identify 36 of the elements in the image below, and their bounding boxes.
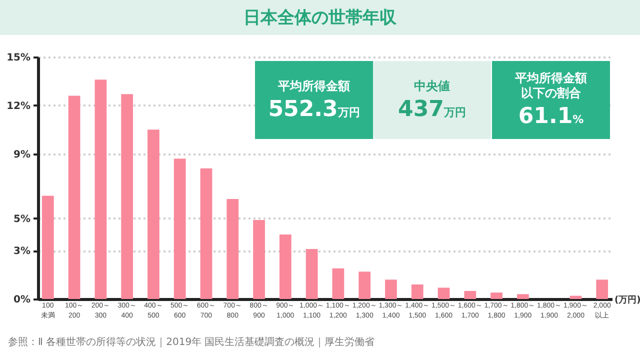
- y-tick-label: 5%: [14, 214, 30, 225]
- annotation: 中央値: [414, 78, 450, 94]
- bar: [68, 96, 80, 299]
- annotation: 平均所得金額以下の割合: [514, 71, 588, 101]
- bar: [148, 130, 160, 299]
- bar: [385, 280, 397, 299]
- bar: [596, 280, 608, 299]
- bar: [174, 158, 186, 299]
- bar: [438, 288, 450, 299]
- bar: [411, 284, 424, 299]
- bar: [226, 198, 239, 299]
- y-tick-label: 3%: [14, 246, 30, 258]
- bar: [332, 268, 344, 299]
- bar: [358, 272, 371, 299]
- bar: [42, 196, 54, 299]
- bar: [121, 94, 134, 299]
- bar: [516, 294, 529, 299]
- bar: [490, 292, 502, 299]
- bar: [94, 80, 107, 299]
- bar: [200, 168, 212, 299]
- y-tick-label: 9%: [14, 149, 30, 160]
- bar: [306, 248, 318, 299]
- y-tick-label: 0%: [14, 294, 30, 306]
- bar: [279, 234, 292, 299]
- annotation: 平均所得金額: [278, 78, 350, 94]
- bar: [464, 290, 476, 299]
- bar: [570, 296, 582, 299]
- y-tick-label: 12%: [6, 100, 30, 112]
- y-tick-label: 15%: [6, 52, 30, 64]
- x-axis-title: (万円): [614, 294, 640, 306]
- annotation: 61.1%: [518, 104, 584, 129]
- annotation: 437万円: [398, 96, 466, 122]
- annotation: 552.3万円: [268, 96, 360, 122]
- chart-title: 日本全体の世帯年収: [0, 0, 640, 35]
- text: 参照：Ⅱ 各種世帯の所得等の状況｜2019年 国民生活基礎調査の概況｜厚生労働省: [8, 336, 375, 349]
- bar: [253, 220, 265, 299]
